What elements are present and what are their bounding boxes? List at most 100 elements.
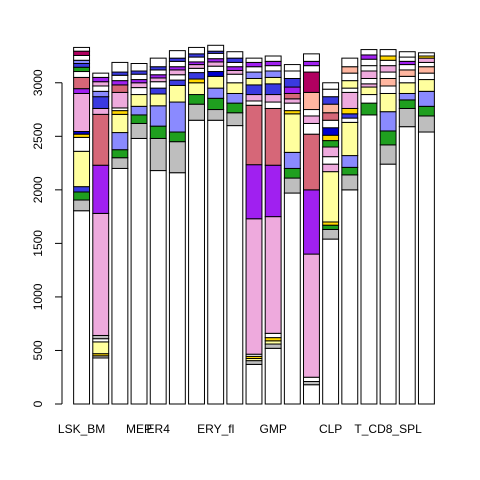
bar-13-segment-12 xyxy=(322,112,340,121)
bar-11-segment-9 xyxy=(283,86,301,94)
bar-16 xyxy=(379,49,397,405)
bar-10-segment-15 xyxy=(264,55,282,62)
bar-7-segment-6 xyxy=(207,65,225,73)
y-tick-label-3: 1500 xyxy=(31,230,45,257)
bar-12-segment-12 xyxy=(303,60,320,67)
bar-11-segment-3 xyxy=(283,151,301,169)
bar-18-segment-8 xyxy=(417,57,435,63)
bar-9-segment-8 xyxy=(245,100,263,106)
bar-1-segment-0 xyxy=(92,357,110,405)
bar-3-segment-3 xyxy=(130,105,148,116)
bar-13-segment-7 xyxy=(322,146,340,158)
bar-5-segment-4 xyxy=(168,84,186,103)
bar-18-segment-3 xyxy=(417,90,435,107)
bar-18 xyxy=(417,52,435,405)
bar-10-segment-9 xyxy=(264,94,282,103)
bar-17-segment-6 xyxy=(398,69,416,77)
bar-18-segment-6 xyxy=(417,66,435,74)
y-tick-label-2: 1000 xyxy=(31,283,45,310)
bar-5-segment-11 xyxy=(168,50,186,59)
bar-11-segment-0 xyxy=(283,192,301,405)
bar-0-segment-1 xyxy=(73,199,91,212)
bar-16-segment-10 xyxy=(379,55,397,61)
bar-11-segment-11 xyxy=(283,70,301,79)
bar-14-segment-4 xyxy=(341,121,359,157)
bar-13-segment-8 xyxy=(322,140,340,148)
bar-2-segment-8 xyxy=(111,84,129,93)
bar-12-segment-0 xyxy=(303,384,320,405)
bar-11-segment-6 xyxy=(283,102,301,112)
bar-6-segment-11 xyxy=(188,46,205,55)
bar-9-segment-6 xyxy=(245,164,263,220)
bar-11-segment-1 xyxy=(283,177,301,194)
y-tick-label-0: 0 xyxy=(31,400,45,407)
bar-0-segment-0 xyxy=(73,210,91,405)
bar-17-segment-2 xyxy=(398,99,416,109)
bar-12-segment-11 xyxy=(303,65,320,73)
bar-3-segment-8 xyxy=(130,73,148,81)
bar-7-segment-5 xyxy=(207,71,225,77)
bar-15-segment-1 xyxy=(360,102,378,116)
bar-7-segment-7 xyxy=(207,61,225,67)
bar-11-segment-8 xyxy=(283,92,301,100)
bar-2 xyxy=(111,61,129,405)
bar-3-segment-0 xyxy=(130,137,148,405)
bar-16-segment-3 xyxy=(379,111,397,132)
bar-12-segment-5 xyxy=(303,133,320,191)
bar-4-segment-2 xyxy=(149,125,167,139)
bar-9 xyxy=(245,57,263,405)
bar-5-segment-6 xyxy=(168,74,186,81)
bar-15-segment-7 xyxy=(360,65,378,72)
bar-2-segment-9 xyxy=(111,80,129,86)
bar-14-segment-2 xyxy=(341,166,359,176)
bar-12-segment-4 xyxy=(303,189,320,255)
bar-6-segment-0 xyxy=(188,119,205,405)
bar-18-segment-10 xyxy=(417,52,435,57)
bar-4-segment-0 xyxy=(149,170,167,405)
bar-0-segment-11 xyxy=(73,71,91,78)
bar-10-segment-1 xyxy=(264,343,282,349)
bar-1 xyxy=(92,72,110,405)
bar-13-segment-10 xyxy=(322,127,340,136)
bar-3-segment-6 xyxy=(130,82,148,89)
bar-6-segment-4 xyxy=(188,78,205,84)
bar-13-segment-6 xyxy=(322,156,340,165)
bar-1-segment-7 xyxy=(92,164,110,214)
bar-17-segment-7 xyxy=(398,64,416,71)
bar-1-segment-8 xyxy=(92,113,110,166)
bar-13-segment-15 xyxy=(322,88,340,98)
bar-17 xyxy=(398,51,416,405)
bar-10-segment-7 xyxy=(264,107,282,166)
bar-16-segment-6 xyxy=(379,77,397,87)
x-tick-label-4: ER4 xyxy=(147,422,171,436)
bar-8-segment-6 xyxy=(226,69,244,75)
bar-17-segment-10 xyxy=(398,51,416,58)
bar-3-segment-10 xyxy=(130,63,148,72)
bar-10-segment-4 xyxy=(264,332,282,339)
bar-0-segment-12 xyxy=(73,66,91,73)
bar-14-segment-7 xyxy=(341,107,359,115)
bar-9-segment-5 xyxy=(245,218,263,355)
bar-1-segment-13 xyxy=(92,81,110,87)
bar-4-segment-5 xyxy=(149,87,167,95)
bar-0-segment-17 xyxy=(73,46,91,52)
bar-12-segment-3 xyxy=(303,253,320,378)
bar-10-segment-13 xyxy=(264,65,282,72)
bar-17-segment-3 xyxy=(398,92,416,101)
bar-8 xyxy=(226,51,244,405)
bar-8-segment-1 xyxy=(226,112,244,127)
bar-15 xyxy=(360,49,378,405)
x-tick-label-10: GMP xyxy=(259,422,286,436)
bar-12-segment-8 xyxy=(303,109,320,117)
bar-14-segment-10 xyxy=(341,80,359,89)
bar-16-segment-7 xyxy=(379,71,397,79)
bar-2-segment-5 xyxy=(111,110,129,115)
bar-13 xyxy=(322,82,340,405)
bar-6-segment-1 xyxy=(188,103,205,121)
bar-15-segment-5 xyxy=(360,77,378,85)
bar-4-segment-11 xyxy=(149,57,167,68)
bar-0-segment-16 xyxy=(73,50,91,56)
bar-10-segment-8 xyxy=(264,101,282,109)
bar-14-segment-5 xyxy=(341,117,359,123)
